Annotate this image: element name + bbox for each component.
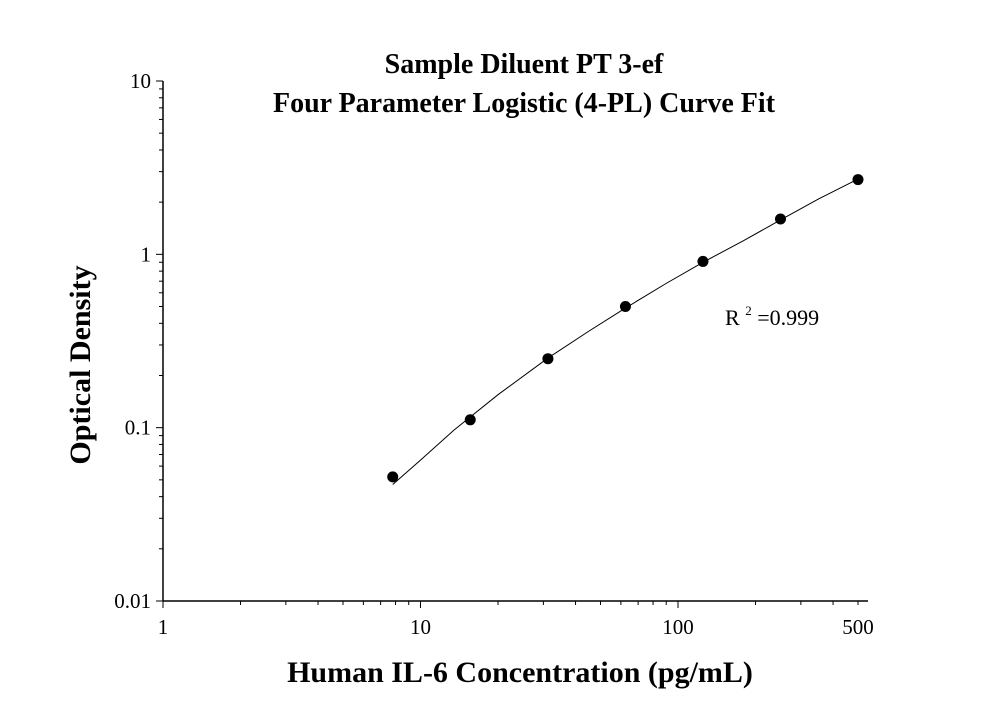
chart-title: Sample Diluent PT 3-ef Four Parameter Lo…	[273, 49, 776, 119]
data-point	[774, 213, 786, 225]
x-tick-label: 500	[842, 615, 874, 639]
y-tick-label: 1	[141, 242, 152, 266]
axis-ticks	[156, 80, 859, 608]
chart-title-line2: Four Parameter Logistic (4-PL) Curve Fit	[273, 88, 776, 119]
x-tick-label: 100	[662, 615, 694, 639]
axes	[162, 81, 868, 602]
y-tick-label: 0.01	[114, 589, 151, 613]
fit-curve-line	[392, 178, 859, 485]
data-point	[852, 174, 864, 186]
r-squared-base: R	[725, 305, 740, 330]
r-squared-superscript: 2	[745, 303, 752, 318]
r-squared-value: =0.999	[757, 305, 819, 330]
data-point	[464, 414, 476, 426]
tick-labels: 0.01 0.1 1 10 1 10 100 500	[114, 69, 874, 639]
data-point	[697, 255, 709, 267]
y-tick-label: 10	[130, 69, 151, 93]
y-tick-label: 0.1	[125, 416, 151, 440]
data-point	[542, 353, 554, 365]
data-points	[387, 174, 864, 483]
x-tick-label: 1	[158, 615, 169, 639]
r-squared-annotation: R 2 =0.999	[725, 295, 819, 330]
data-point	[387, 471, 399, 483]
chart-title-line1: Sample Diluent PT 3-ef	[385, 49, 664, 80]
y-axis-label: Optical Density	[64, 265, 97, 464]
x-tick-label: 10	[410, 615, 431, 639]
data-point	[619, 301, 631, 313]
x-axis-label: Human IL-6 Concentration (pg/mL)	[287, 656, 753, 689]
